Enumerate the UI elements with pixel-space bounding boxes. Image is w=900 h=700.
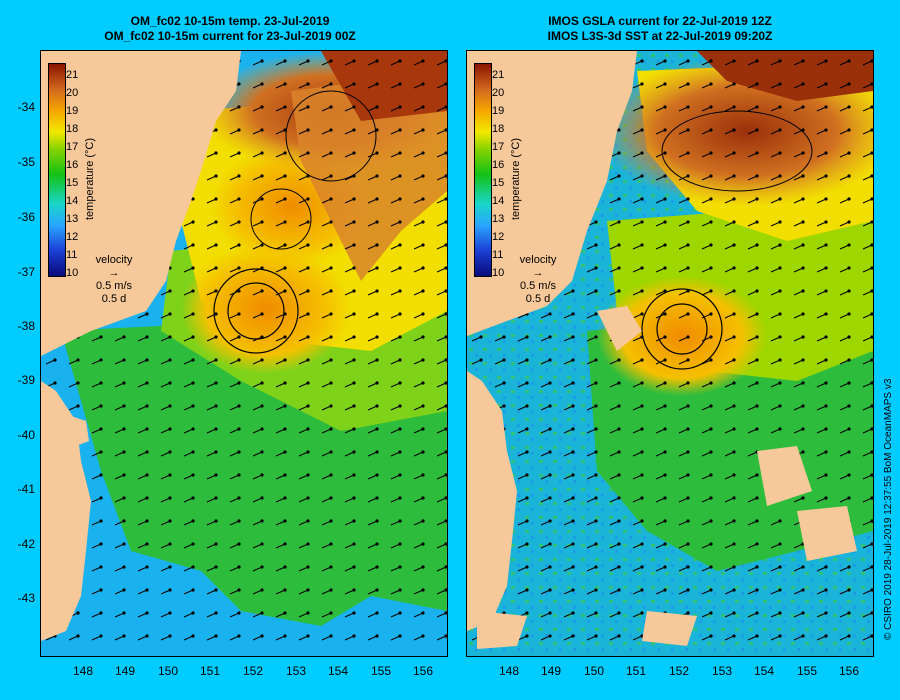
land-mainland (467, 51, 637, 336)
lon-label: 155 (796, 664, 818, 678)
land-island (71, 416, 89, 446)
right-title-line1: IMOS GSLA current for 22-Jul-2019 12Z (548, 14, 772, 28)
velocity-arrow-icon: → (108, 267, 120, 279)
lon-label: 152 (242, 664, 264, 678)
cb-tick: 14 (66, 195, 79, 207)
cb-tick: 18 (492, 123, 505, 135)
lat-label: -42 (17, 537, 35, 551)
right-panel-title: IMOS GSLA current for 22-Jul-2019 12Z IM… (480, 14, 840, 44)
right-map-svg (467, 51, 873, 656)
cb-tick: 15 (492, 177, 505, 189)
lat-label: -40 (17, 428, 35, 442)
left-map-panel (40, 50, 448, 657)
velocity-title: velocity (519, 254, 557, 266)
lon-label: 151 (625, 664, 647, 678)
land-tasmania (41, 381, 91, 641)
cb-tick: 11 (492, 249, 504, 261)
cb-tick: 19 (492, 105, 505, 117)
lat-label: -41 (17, 482, 35, 496)
lat-label: -35 (17, 155, 35, 169)
cb-tick: 13 (492, 213, 505, 225)
cloud-gap-5 (642, 611, 697, 646)
right-colorbar (474, 63, 492, 277)
colorbar-label: temperature (°C) (84, 137, 96, 220)
credit-text: © CSIRO 2019 28-Jul-2019 12:37:55 BoM Oc… (883, 378, 894, 640)
colorbar-label: temperature (°C) (510, 137, 522, 220)
lat-label: -38 (17, 319, 35, 333)
cb-tick: 10 (492, 267, 505, 279)
cb-tick: 21 (492, 69, 505, 81)
cb-tick: 17 (492, 141, 505, 153)
lat-label: -39 (17, 373, 35, 387)
lon-label: 154 (753, 664, 775, 678)
lon-label: 153 (711, 664, 733, 678)
lon-label: 149 (114, 664, 136, 678)
cb-tick: 15 (66, 177, 79, 189)
cb-tick: 12 (492, 231, 505, 243)
cb-tick: 14 (492, 195, 505, 207)
lon-label: 148 (498, 664, 520, 678)
cb-tick: 17 (66, 141, 79, 153)
cb-tick: 12 (66, 231, 79, 243)
right-map-panel (466, 50, 874, 657)
lon-label: 148 (72, 664, 94, 678)
lon-label: 150 (157, 664, 179, 678)
velocity-speed: 0.5 m/s (519, 280, 557, 292)
left-panel-title: OM_fc02 10-15m temp. 23-Jul-2019 OM_fc02… (60, 14, 400, 44)
cloud-gap-1 (597, 306, 642, 351)
cb-tick: 11 (66, 249, 78, 261)
lon-label: 152 (668, 664, 690, 678)
land-mainland (41, 51, 241, 356)
velocity-speed: 0.5 m/s (95, 280, 133, 292)
cloud-gap-3 (797, 506, 857, 561)
lat-label: -36 (17, 210, 35, 224)
left-title-line2: OM_fc02 10-15m current for 23-Jul-2019 0… (104, 29, 356, 43)
lon-label: 153 (285, 664, 307, 678)
land-tasmania (467, 371, 517, 631)
lon-label: 154 (327, 664, 349, 678)
cb-tick: 10 (66, 267, 79, 279)
cb-tick: 16 (66, 159, 79, 171)
left-colorbar (48, 63, 66, 277)
lon-label: 156 (412, 664, 434, 678)
cloud-gap-2 (757, 446, 812, 506)
velocity-legend-left: velocity → 0.5 m/s 0.5 d (84, 254, 144, 306)
cb-tick: 18 (66, 123, 79, 135)
lon-label: 155 (370, 664, 392, 678)
cb-tick: 16 (492, 159, 505, 171)
cb-tick: 20 (492, 87, 505, 99)
cb-tick: 20 (66, 87, 79, 99)
cloud-gap-4 (477, 611, 527, 649)
lon-label: 149 (540, 664, 562, 678)
velocity-title: velocity (95, 254, 133, 266)
velocity-arrow-icon: → (532, 267, 544, 279)
lat-label: -34 (17, 100, 35, 114)
lon-label: 151 (199, 664, 221, 678)
cb-tick: 21 (66, 69, 79, 81)
left-map-svg (41, 51, 447, 656)
lon-label: 150 (583, 664, 605, 678)
velocity-duration: 0.5 d (525, 293, 551, 305)
right-title-line2: IMOS L3S-3d SST at 22-Jul-2019 09:20Z (547, 29, 773, 43)
lat-label: -43 (17, 591, 35, 605)
cb-tick: 19 (66, 105, 79, 117)
lon-label: 156 (838, 664, 860, 678)
cb-tick: 13 (66, 213, 79, 225)
lat-label: -37 (17, 265, 35, 279)
velocity-legend-right: velocity → 0.5 m/s 0.5 d (508, 254, 568, 306)
left-title-line1: OM_fc02 10-15m temp. 23-Jul-2019 (130, 14, 330, 28)
velocity-duration: 0.5 d (101, 293, 127, 305)
